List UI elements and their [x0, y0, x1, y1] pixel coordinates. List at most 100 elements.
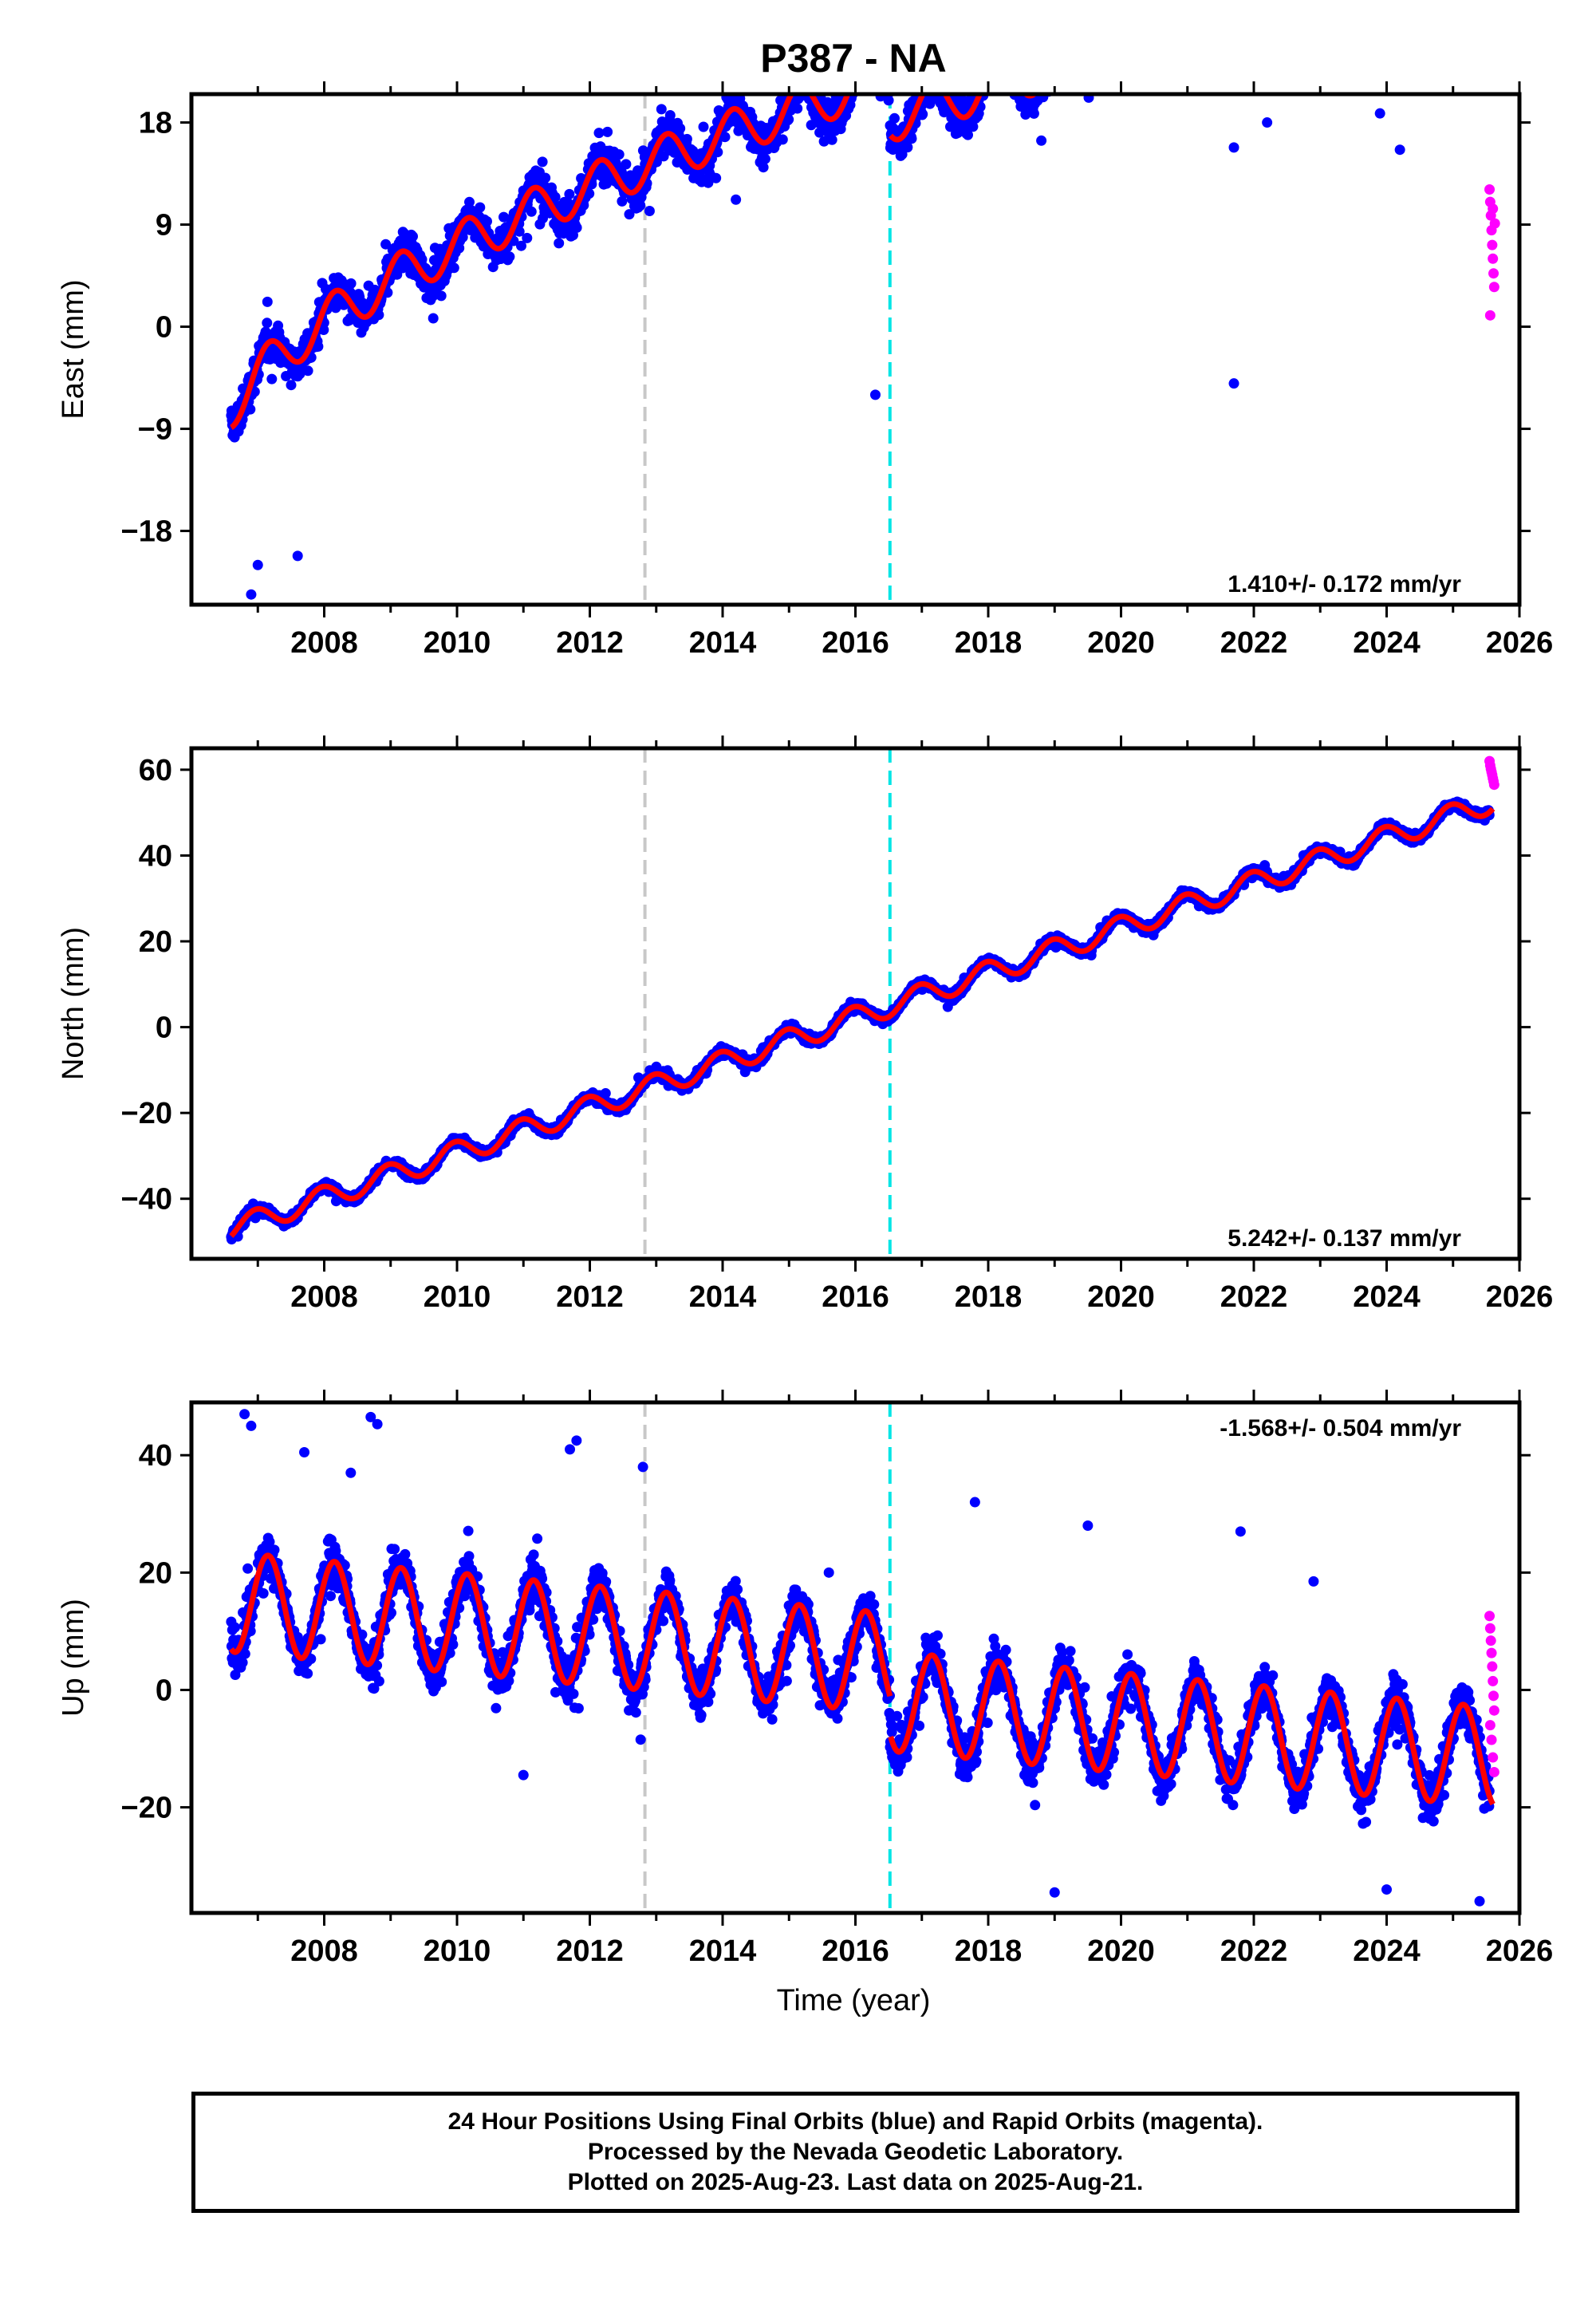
final-orbit-point — [1058, 23, 1068, 34]
final-orbit-point — [1014, 78, 1024, 89]
final-orbit-point — [1086, 76, 1096, 86]
final-orbit-point — [1048, 54, 1058, 65]
final-orbit-point — [1130, 11, 1141, 22]
final-orbit-point — [1051, 34, 1062, 44]
final-orbit-point — [1059, 31, 1070, 41]
plot-area — [226, 0, 1500, 605]
final-orbit-point — [1023, 73, 1034, 83]
final-orbit-point — [1132, 26, 1142, 36]
final-orbit-point — [988, 49, 999, 60]
final-orbit-point — [1018, 77, 1028, 87]
final-orbit-point — [1164, 42, 1175, 53]
final-orbit-point — [1033, 66, 1043, 77]
final-orbit-point — [1354, 0, 1365, 9]
final-orbit-point — [999, 56, 1009, 66]
final-orbit-point — [984, 70, 995, 81]
final-orbit-point — [1153, 33, 1163, 43]
x-tick-label: 2022 — [1220, 626, 1288, 660]
final-orbit-point — [991, 69, 1002, 80]
final-orbit-point — [1298, 3, 1309, 14]
final-orbit-point — [1083, 49, 1094, 60]
final-orbit-point — [1182, 17, 1192, 27]
final-orbit-point — [1290, 6, 1300, 17]
final-orbit-point — [1163, 65, 1173, 75]
final-orbit-point — [1077, 53, 1087, 63]
final-orbit-point — [1168, 26, 1178, 36]
final-orbit-point — [624, 209, 635, 220]
final-orbit-point — [1031, 83, 1041, 93]
final-orbit-point — [1231, 29, 1241, 39]
final-orbit-point — [1338, 0, 1349, 6]
final-orbit-point — [1046, 53, 1057, 64]
final-orbit-point — [873, 80, 884, 90]
final-orbit-point — [1032, 77, 1042, 88]
final-orbit-point — [1118, 15, 1129, 26]
final-orbit-point — [1283, 0, 1294, 9]
final-orbit-point — [996, 59, 1007, 69]
final-orbit-point — [1222, 26, 1232, 36]
final-orbit-point — [1185, 14, 1196, 25]
final-orbit-point — [1000, 67, 1011, 77]
final-orbit-point — [801, 82, 811, 93]
final-orbit-point — [617, 195, 628, 207]
final-orbit-point — [1009, 70, 1019, 81]
final-orbit-point — [1037, 79, 1047, 89]
final-orbit-point — [1109, 39, 1119, 49]
final-orbit-point — [1106, 49, 1117, 60]
final-orbit-point — [949, 77, 960, 88]
final-orbit-point — [1224, 28, 1235, 38]
final-orbit-point — [1360, 0, 1370, 9]
final-orbit-point — [1231, 36, 1242, 46]
final-orbit-point — [1184, 14, 1195, 25]
final-orbit-point — [1086, 22, 1097, 33]
final-orbit-point — [994, 48, 1004, 58]
final-orbit-point — [1173, 15, 1184, 26]
final-orbit-point — [1294, 14, 1304, 24]
final-orbit-point — [1095, 60, 1105, 70]
final-orbit-point — [1184, 2, 1195, 13]
final-orbit-point — [1240, 13, 1251, 23]
final-orbit-point — [1090, 81, 1101, 92]
final-orbit-point — [1157, 51, 1168, 61]
final-orbit-point — [1074, 53, 1085, 64]
final-orbit-point — [1092, 61, 1102, 71]
final-orbit-point — [1151, 53, 1161, 63]
east-panel: 18 9 0 −9 −18 2008 2010 2012 2014 2016 2018 2020 202… — [57, 0, 1553, 660]
final-orbit-point — [286, 380, 297, 391]
final-orbit-point — [1098, 68, 1109, 78]
final-orbit-point — [1180, 11, 1191, 22]
final-orbit-point — [1089, 79, 1099, 89]
final-orbit-point — [266, 373, 278, 385]
final-orbit-point — [1220, 23, 1231, 34]
final-orbit-point — [1102, 44, 1113, 54]
final-orbit-point — [1031, 72, 1042, 82]
final-orbit-point — [1041, 64, 1051, 74]
final-orbit-point — [1211, 25, 1221, 35]
final-orbit-point — [1279, 5, 1290, 15]
final-orbit-point — [1177, 33, 1188, 43]
final-orbit-point — [1208, 6, 1218, 17]
final-orbit-point — [993, 47, 1003, 57]
final-orbit-point — [1040, 56, 1050, 66]
final-orbit-point — [1141, 22, 1151, 33]
final-orbit-point — [1159, 51, 1169, 61]
final-orbit-point — [1006, 69, 1016, 79]
final-orbit-point — [1113, 40, 1124, 50]
final-orbit-point — [1176, 18, 1187, 28]
final-orbit-point — [1001, 67, 1011, 77]
final-orbit-point — [1220, 39, 1230, 49]
final-orbit-point — [1129, 5, 1139, 15]
final-orbit-point — [1138, 19, 1149, 30]
final-orbit-point — [1131, 15, 1141, 26]
final-orbit-point — [1225, 33, 1235, 43]
final-orbit-point — [777, 134, 788, 145]
final-orbit-point — [1229, 22, 1239, 32]
final-orbit-point — [1296, 12, 1306, 22]
final-orbit-point — [1154, 53, 1164, 63]
final-orbit-point — [1019, 82, 1030, 93]
final-orbit-point — [1169, 36, 1180, 46]
final-orbit-point — [1072, 42, 1082, 53]
final-orbit-point — [1075, 41, 1086, 51]
final-orbit-point — [801, 82, 811, 93]
final-orbit-point — [991, 63, 1001, 73]
